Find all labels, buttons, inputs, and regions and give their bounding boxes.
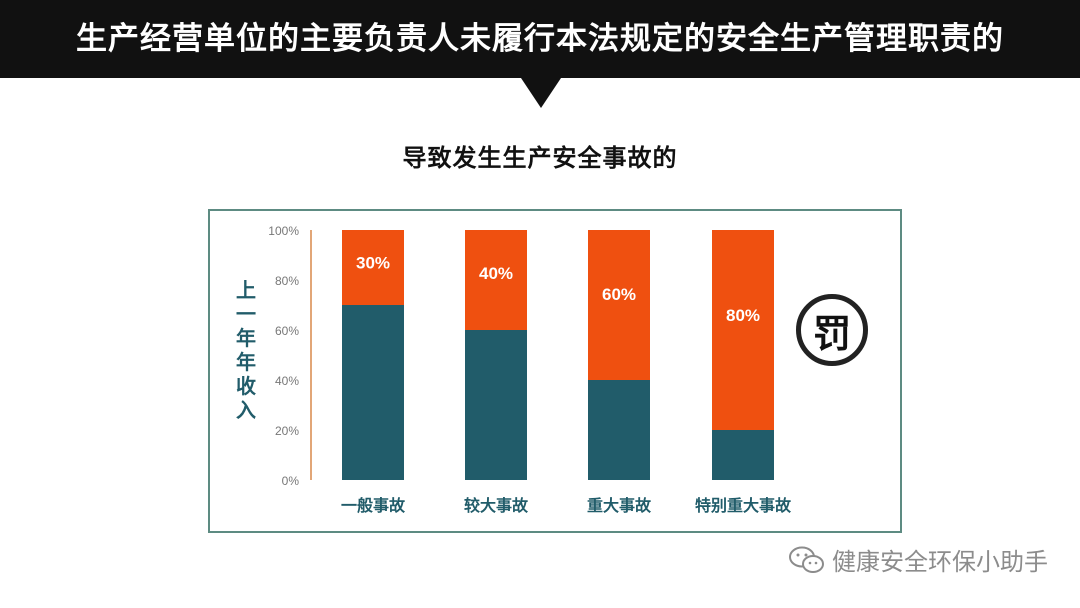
x-category-label: 特别重大事故 xyxy=(695,496,792,515)
bar-income-segment xyxy=(712,430,774,480)
y-tick-label: 60% xyxy=(275,324,299,338)
data-label: 80% xyxy=(726,306,760,325)
bar-penalty-segment xyxy=(342,230,404,305)
bar-income-segment xyxy=(342,305,404,480)
watermark-text: 健康安全环保小助手 xyxy=(832,548,1048,576)
data-label: 40% xyxy=(479,264,513,283)
y-tick-label: 100% xyxy=(268,224,299,238)
y-axis-label: 上一年年收入 xyxy=(236,278,256,422)
chart-frame xyxy=(208,209,902,533)
penalty-icon: 罚 xyxy=(796,294,868,366)
chart-subtitle: 导致发生生产安全事故的 xyxy=(402,144,678,172)
header-title: 生产经营单位的主要负责人未履行本法规定的安全生产管理职责的 xyxy=(76,21,1004,57)
x-category-label: 较大事故 xyxy=(464,496,529,515)
header-bar xyxy=(0,0,1080,78)
x-category-label: 一般事故 xyxy=(341,496,406,515)
bar-penalty-segment xyxy=(588,230,650,380)
watermark: 健康安全环保小助手 xyxy=(788,542,1048,577)
y-tick-label: 40% xyxy=(275,374,299,388)
bar-income-segment xyxy=(465,330,527,480)
wechat-icon xyxy=(789,546,824,573)
data-label: 30% xyxy=(356,254,390,273)
y-tick-label: 0% xyxy=(282,474,300,488)
y-tick-label: 80% xyxy=(275,274,299,288)
y-tick-label: 20% xyxy=(275,424,299,438)
data-label: 60% xyxy=(602,285,636,304)
bar-income-segment xyxy=(588,380,650,480)
bar-penalty-segment xyxy=(465,230,527,330)
header-pointer-arrow xyxy=(521,78,561,108)
bar-penalty-segment xyxy=(712,230,774,430)
x-category-label: 重大事故 xyxy=(587,496,652,515)
